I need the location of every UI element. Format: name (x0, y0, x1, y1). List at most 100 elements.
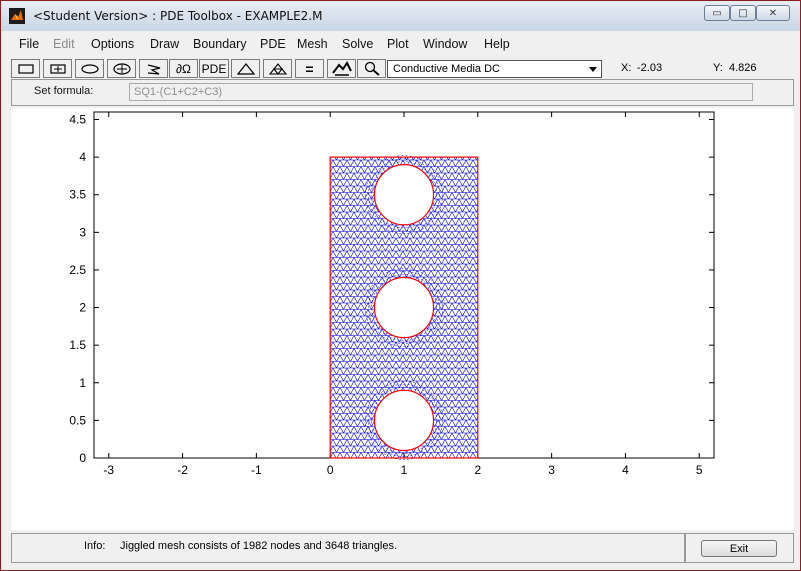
close-icon: ✕ (768, 8, 778, 19)
hole-boundary (373, 276, 435, 339)
menu-help[interactable]: Help (484, 37, 510, 51)
x-coordinate-label: X: (621, 62, 632, 74)
y-tick-label: 2 (79, 301, 86, 315)
application-mode-value: Conductive Media DC (393, 63, 500, 75)
x-tick-label: -3 (103, 463, 114, 477)
menu-solve[interactable]: Solve (342, 37, 374, 51)
matlab-app-icon (9, 8, 25, 24)
mesh-ring (371, 387, 437, 454)
y-tick-label: 0 (79, 451, 86, 465)
y-tick-label: 1.5 (69, 338, 86, 352)
hole-boundary (373, 164, 435, 226)
menu-window[interactable]: Window (423, 37, 468, 51)
y-tick-label: 3 (79, 225, 86, 239)
mesh-plot[interactable]: -3 -2 -1 0 1 2 3 4 5 0 0.5 1 1.5 2 2.5 3 3.5 4 4.5 (11, 108, 794, 530)
x-tick-label: 1 (401, 463, 408, 477)
info-panel: Info: Jiggled mesh consists of 1982 node… (11, 533, 685, 563)
y-tick-label: 4.5 (69, 113, 86, 127)
minimize-icon: ▭ (712, 8, 722, 19)
draw-rectangle-button[interactable] (11, 59, 40, 78)
menu-edit[interactable]: Edit (53, 37, 75, 51)
title-bar[interactable]: <Student Version> : PDE Toolbox - EXAMPL… (1, 1, 800, 31)
menu-bar: File Edit Options Draw Boundary PDE Mesh… (1, 32, 800, 56)
set-formula-input[interactable]: SQ1-(C1+C2+C3) (129, 83, 753, 101)
zoom-icon (364, 61, 380, 76)
mesh-ring (365, 268, 443, 347)
y-tick-label: 3.5 (69, 188, 86, 202)
y-tick-label: 0.5 (69, 413, 86, 427)
x-tick-label: 5 (696, 463, 703, 477)
solve-button[interactable]: = (295, 59, 324, 78)
mesh-ring (365, 155, 443, 235)
outer-boundary (329, 156, 479, 459)
draw-polygon-button[interactable] (139, 59, 168, 78)
x-tick-label: 2 (474, 463, 481, 477)
formula-row: Set formula: SQ1-(C1+C2+C3) (11, 79, 794, 106)
menu-plot[interactable]: Plot (387, 37, 409, 51)
pde-spec-icon: PDE (201, 61, 227, 76)
draw-polygon-icon (147, 63, 160, 75)
x-tick-label: 0 (327, 463, 334, 477)
init-mesh-button[interactable] (231, 59, 260, 78)
cursor-coordinates: X: -2.03 Y: 4.826 (608, 59, 796, 79)
y-tick-label: 1 (79, 376, 86, 390)
window-title: <Student Version> : PDE Toolbox - EXAMPL… (33, 9, 323, 23)
exit-button[interactable]: Exit (701, 540, 777, 557)
menu-draw[interactable]: Draw (150, 37, 180, 51)
toolbar: ∂Ω PDE = Conductive Media DC X: -2.03 Y:… (1, 57, 800, 81)
y-tick-label: 4 (79, 150, 86, 164)
triangle-mesh (330, 157, 478, 458)
hole-boundary (373, 389, 435, 452)
x-tick-label: -1 (251, 463, 262, 477)
mesh-ring (368, 384, 440, 457)
maximize-button[interactable]: □ (730, 5, 756, 21)
info-label: Info: (84, 540, 106, 552)
y-coordinate-value: 4.826 (729, 62, 757, 74)
menu-file[interactable]: File (19, 37, 40, 51)
close-button[interactable]: ✕ (756, 5, 790, 21)
plot-button[interactable] (327, 59, 356, 78)
set-formula-label: Set formula: (34, 85, 94, 97)
mesh-ring (368, 271, 440, 344)
mesh-ring (365, 381, 443, 460)
minimize-button[interactable]: ▭ (704, 5, 730, 21)
y-tick-label: 2.5 (69, 263, 86, 277)
menu-mesh[interactable]: Mesh (297, 37, 328, 51)
draw-ellipse-icon (80, 63, 99, 74)
boundary-mode-icon: ∂Ω (176, 61, 191, 76)
init-mesh-icon (236, 62, 255, 75)
pde-spec-button[interactable]: PDE (199, 59, 229, 78)
refine-mesh-button[interactable] (263, 59, 292, 78)
x-tick-label: -2 (177, 463, 188, 477)
chevron-down-icon (589, 67, 597, 72)
draw-ellipse-button[interactable] (75, 59, 104, 78)
menu-options[interactable]: Options (91, 37, 135, 51)
info-text: Jiggled mesh consists of 1982 nodes and … (120, 540, 398, 552)
draw-rectangle-icon (17, 63, 34, 74)
exit-panel: Exit (685, 533, 794, 563)
plot-icon (331, 60, 352, 76)
x-coordinate-value: -2.03 (637, 62, 663, 74)
zoom-button[interactable] (357, 59, 386, 78)
x-tick-label: 3 (548, 463, 555, 477)
mesh-ring (371, 274, 437, 341)
plot-area[interactable]: -3 -2 -1 0 1 2 3 4 5 0 0.5 1 1.5 2 2.5 3 3.5 4 4.5 (11, 108, 794, 530)
geometry-boundary (329, 156, 479, 459)
draw-centered-rectangle-button[interactable] (43, 59, 72, 78)
draw-centered-ellipse-icon (112, 62, 131, 75)
mesh (330, 155, 478, 460)
refine-mesh-icon (268, 62, 287, 75)
boundary-mode-button[interactable]: ∂Ω (169, 59, 198, 78)
application-mode-select[interactable]: Conductive Media DC (387, 60, 602, 78)
draw-centered-rectangle-icon (49, 63, 66, 74)
mesh-ring (371, 161, 437, 229)
maximize-icon: □ (738, 8, 748, 19)
menu-pde[interactable]: PDE (260, 37, 286, 51)
menu-boundary[interactable]: Boundary (193, 37, 247, 51)
y-coordinate-label: Y: (713, 62, 723, 74)
solve-icon: = (305, 60, 314, 77)
draw-centered-ellipse-button[interactable] (107, 59, 136, 78)
x-tick-label: 4 (622, 463, 629, 477)
mesh-ring (368, 158, 440, 232)
